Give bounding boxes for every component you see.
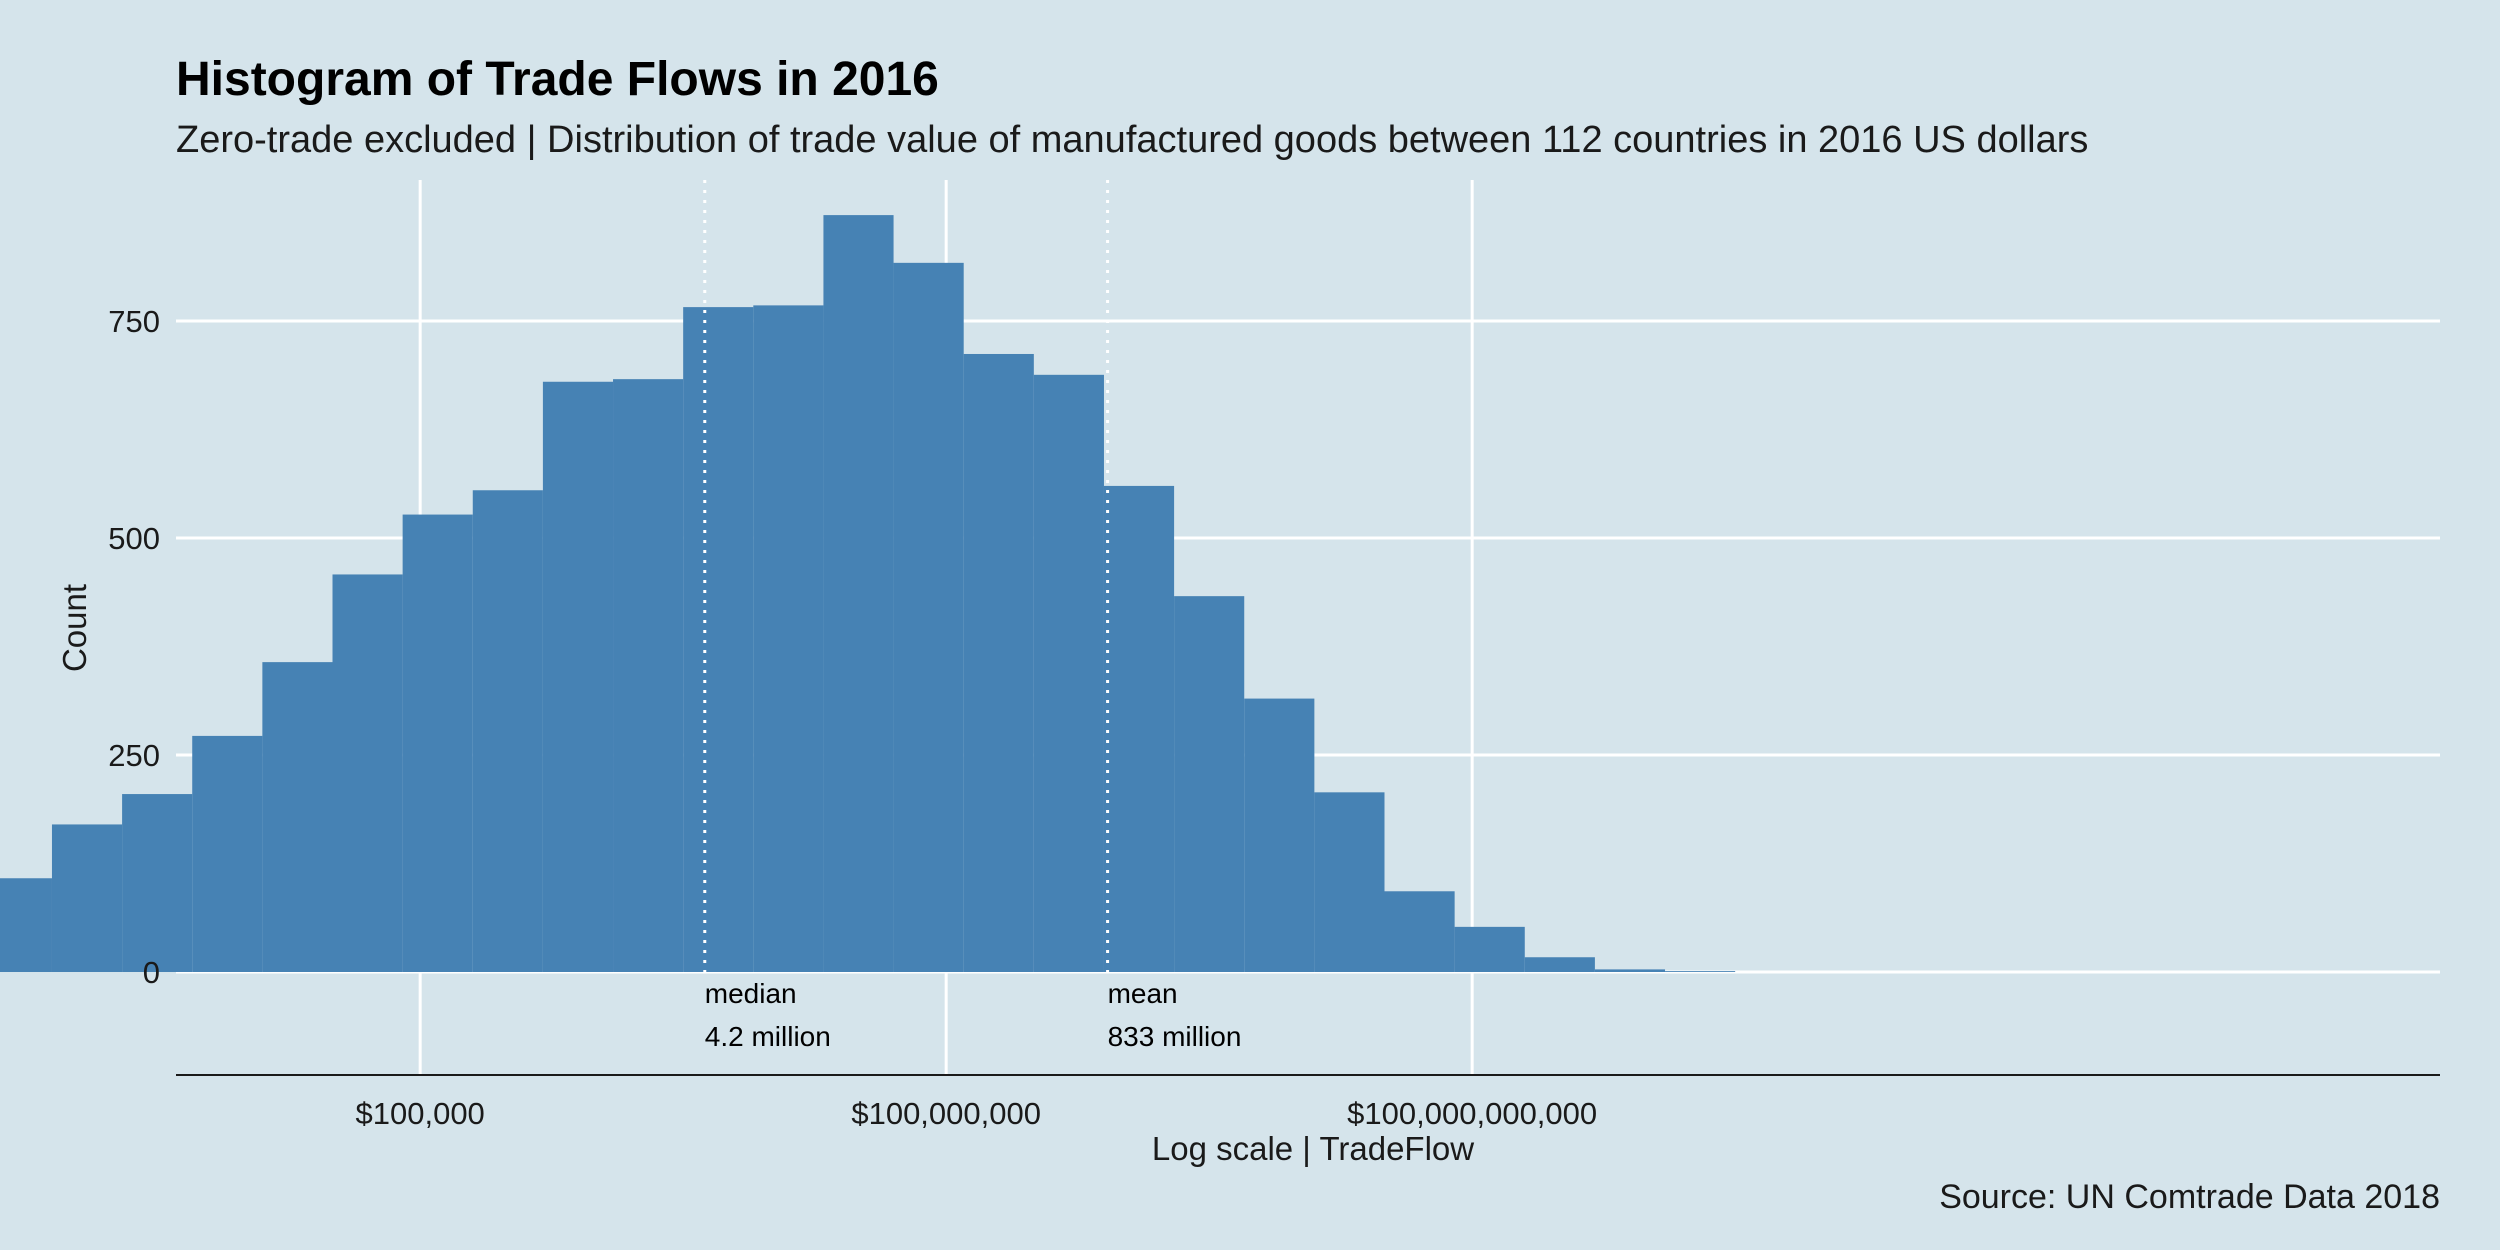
- x-tick-label: $100,000,000: [851, 1096, 1041, 1131]
- histogram-bar: [262, 662, 333, 972]
- median-value-label: 4.2 million: [705, 1021, 831, 1052]
- histogram-bar: [1174, 596, 1245, 972]
- y-axis-label: Count: [56, 584, 93, 672]
- histogram-bar: [823, 215, 894, 972]
- histogram-bar: [332, 574, 403, 972]
- bars: [0, 215, 1736, 973]
- chart-title: Histogram of Trade Flows in 2016: [176, 53, 939, 106]
- histogram-bar: [893, 262, 964, 972]
- histogram-bar: [51, 824, 123, 972]
- histogram-bar: [1524, 957, 1595, 972]
- histogram-bar: [1244, 698, 1315, 972]
- histogram-bar: [0, 878, 52, 972]
- y-tick-label: 250: [108, 738, 160, 773]
- histogram-bar: [472, 490, 543, 972]
- histogram-bar: [613, 379, 684, 972]
- histogram-bar: [1384, 891, 1455, 972]
- histogram-bar: [1454, 926, 1525, 972]
- x-axis-ticks: $100$100,000$100,000,000$100,000,000,000: [356, 1096, 1598, 1131]
- histogram-bar: [683, 307, 754, 972]
- histogram-bar: [1103, 485, 1175, 972]
- y-tick-label: 500: [108, 521, 160, 556]
- mean-label: mean: [1108, 978, 1178, 1009]
- histogram-bar: [1033, 374, 1104, 972]
- histogram-bar: [192, 735, 263, 972]
- histogram-bar: [963, 353, 1034, 972]
- y-tick-label: 750: [108, 304, 160, 339]
- histogram-bar: [1594, 969, 1666, 972]
- histogram-bar: [122, 794, 193, 972]
- y-axis-ticks: 0 250 500 750: [108, 304, 160, 990]
- mean-value-label: 833 million: [1108, 1021, 1242, 1052]
- histogram-bar: [1665, 971, 1736, 972]
- x-tick-label: $100,000,000,000: [1347, 1096, 1597, 1131]
- histogram-bar: [402, 514, 473, 972]
- median-label: median: [705, 978, 797, 1009]
- histogram-bar: [753, 305, 824, 973]
- reference-lines: median 4.2 million mean 833 million: [703, 180, 1242, 1052]
- x-tick-label: $100,000: [356, 1096, 485, 1131]
- histogram-bar: [1314, 792, 1385, 972]
- histogram-bar: [542, 381, 614, 972]
- chart-subtitle: Zero-trade excluded | Distribution of tr…: [176, 119, 2088, 161]
- y-tick-label: 0: [143, 955, 160, 990]
- x-axis-label: Log scale | TradeFlow: [1152, 1130, 1474, 1167]
- source-caption: Source: UN Comtrade Data 2018: [1939, 1178, 2440, 1216]
